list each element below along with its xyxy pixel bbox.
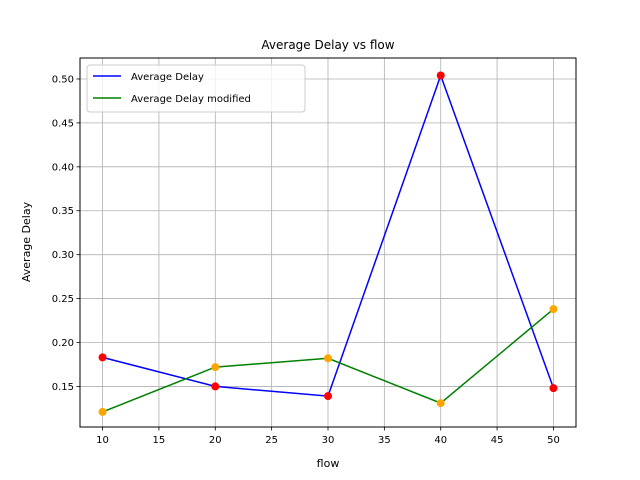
data-point-series-1 [436, 399, 445, 408]
legend-label-average-delay: Average Delay [131, 72, 204, 83]
x-tick-label: 10 [96, 435, 109, 446]
data-point-series-0 [98, 353, 107, 362]
series-layer [98, 71, 558, 416]
y-tick-label: 0.40 [52, 162, 74, 173]
y-axis-label: Average Delay [20, 201, 33, 282]
x-tick-label: 15 [153, 435, 166, 446]
data-point-series-1 [324, 354, 332, 363]
y-tick-label: 0.30 [52, 250, 74, 261]
x-tick-label: 35 [378, 435, 391, 446]
y-tick-label: 0.35 [52, 206, 74, 217]
x-tick-label: 30 [322, 435, 335, 446]
x-tick-label: 45 [491, 435, 504, 446]
data-point-series-1 [98, 407, 107, 416]
x-tick-label: 50 [547, 435, 560, 446]
legend: Average Delay Average Delay modified [86, 64, 306, 113]
legend-label-average-delay-modified: Average Delay modified [131, 94, 251, 105]
x-tick-label: 25 [265, 435, 278, 446]
y-tick-label: 0.20 [52, 338, 74, 349]
data-point-series-1 [211, 363, 220, 372]
ticks: 10 15 20 25 30 35 40 45 50 0.15 0.20 0.25 0.30 0.35 0.… [52, 74, 560, 446]
y-tick-label: 0.15 [52, 382, 74, 393]
x-tick-label: 40 [434, 435, 447, 446]
data-point-series-0 [436, 71, 445, 80]
grid [80, 58, 576, 427]
chart-title: Average Delay vs flow [261, 38, 394, 52]
x-tick-label: 20 [209, 435, 222, 446]
data-point-series-1 [549, 305, 558, 314]
y-tick-label: 0.25 [52, 294, 74, 305]
data-point-series-0 [324, 392, 332, 401]
x-axis-label: flow [317, 457, 340, 470]
data-point-series-0 [549, 384, 558, 393]
legend-box [86, 64, 306, 113]
y-tick-label: 0.50 [52, 74, 74, 85]
y-tick-label: 0.45 [52, 118, 74, 129]
data-point-series-0 [211, 382, 220, 391]
